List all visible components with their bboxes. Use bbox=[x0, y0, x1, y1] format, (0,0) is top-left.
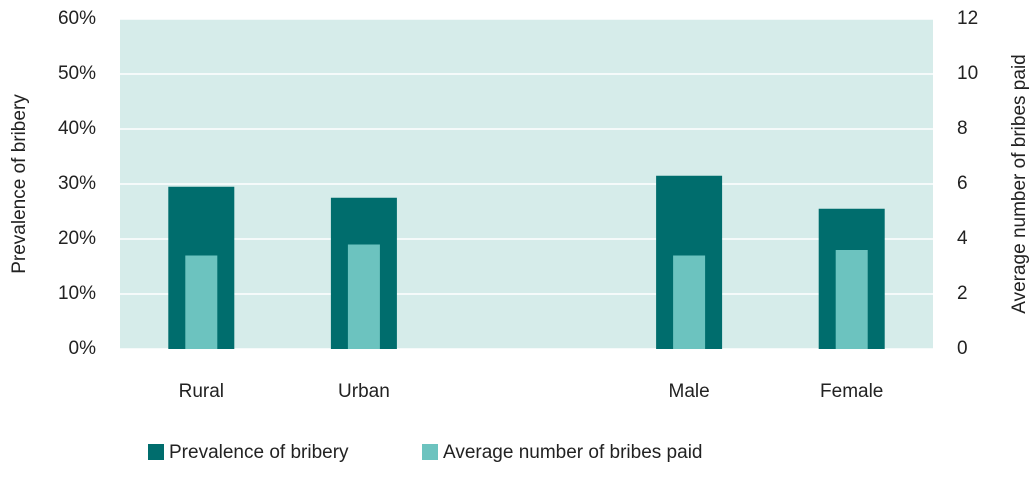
y2-tick-label: 10 bbox=[957, 63, 978, 84]
y-tick-label: 60% bbox=[58, 8, 96, 29]
bar bbox=[347, 244, 380, 349]
y-axis-title: Prevalence of bribery bbox=[9, 94, 30, 274]
bar bbox=[185, 255, 218, 349]
y-tick-label: 50% bbox=[58, 63, 96, 84]
y-tick-label: 20% bbox=[58, 228, 96, 249]
legend-label: Average number of bribes paid bbox=[443, 442, 702, 463]
y2-tick-label: 6 bbox=[957, 173, 968, 194]
y2-tick-label: 12 bbox=[957, 8, 978, 29]
y2-tick-label: 2 bbox=[957, 283, 968, 304]
x-tick-label: Urban bbox=[338, 381, 390, 402]
x-tick-label: Male bbox=[669, 381, 710, 402]
bar bbox=[673, 255, 706, 349]
y-tick-label: 10% bbox=[58, 283, 96, 304]
legend-swatch bbox=[422, 444, 438, 460]
y2-tick-label: 0 bbox=[957, 338, 968, 359]
legend-label: Prevalence of bribery bbox=[169, 442, 349, 463]
bar bbox=[835, 250, 868, 349]
x-tick-label: Female bbox=[820, 381, 883, 402]
y-tick-label: 30% bbox=[58, 173, 96, 194]
y2-axis-title: Average number of bribes paid bbox=[1009, 54, 1030, 313]
y2-tick-label: 4 bbox=[957, 228, 968, 249]
x-tick-label: Rural bbox=[179, 381, 224, 402]
y-tick-label: 0% bbox=[69, 338, 97, 359]
y-tick-label: 40% bbox=[58, 118, 96, 139]
legend-swatch bbox=[148, 444, 164, 460]
y2-tick-label: 8 bbox=[957, 118, 968, 139]
